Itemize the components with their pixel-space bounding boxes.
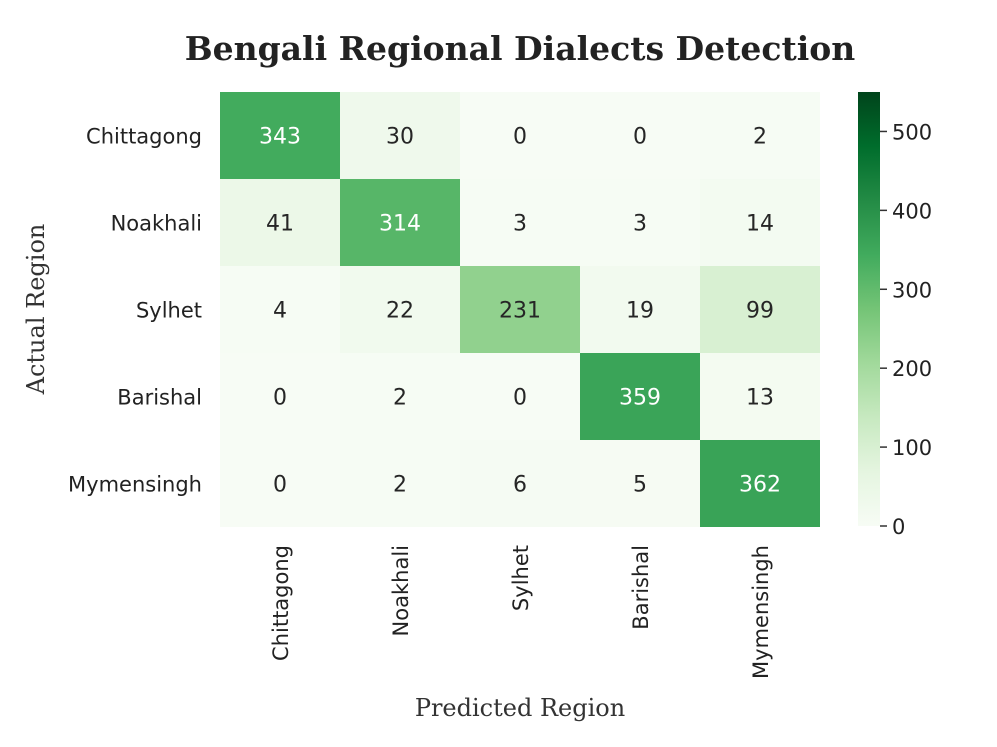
cell-value-label: 5 (633, 473, 647, 498)
cell-value-label: 3 (633, 212, 647, 237)
cell-value-label: 314 (379, 212, 421, 237)
cell-value-label: 19 (626, 299, 654, 324)
y-tick-labels: Chittagong Noakhali Sylhet Barishal Mymensin… (68, 125, 202, 497)
heatmap-cell (340, 92, 460, 179)
heatmap-cell (220, 92, 340, 179)
y-tick-label: Barishal (117, 386, 202, 410)
heatmap-cell (220, 353, 340, 440)
colorbar-tick-label: 300 (892, 278, 932, 302)
heatmap-cell (460, 266, 580, 353)
heatmap-cell (220, 266, 340, 353)
heatmap-cell (460, 353, 580, 440)
x-tick-label: Chittagong (269, 545, 293, 661)
x-tick-label: Barishal (629, 545, 653, 630)
heatmap-cell (220, 440, 340, 527)
heatmap-cell (460, 440, 580, 527)
heatmap-cell (220, 179, 340, 266)
cell-value-label: 359 (619, 386, 661, 411)
heatmap-cell (700, 179, 820, 266)
heatmap-cell (340, 353, 460, 440)
colorbar-ticks: 0 100 200 300 400 500 (880, 120, 932, 539)
heatmap-cell (700, 266, 820, 353)
cell-value-label: 0 (273, 473, 287, 498)
colorbar-tick-label: 0 (892, 515, 905, 539)
x-tick-label: Noakhali (389, 545, 413, 636)
x-axis-label: Predicted Region (415, 694, 625, 722)
y-tick-label: Chittagong (86, 125, 202, 149)
cell-value-label: 3 (513, 212, 527, 237)
heatmap-cell (340, 179, 460, 266)
colorbar (858, 92, 880, 526)
y-tick-label: Sylhet (136, 299, 202, 323)
cell-value-label: 0 (273, 386, 287, 411)
x-tick-labels: Chittagong Noakhali Sylhet Barishal Mymensin… (269, 545, 773, 679)
cell-value-label: 2 (393, 386, 407, 411)
cell-value-label: 0 (513, 386, 527, 411)
heatmap-cell (700, 353, 820, 440)
heatmap-cells: 343 30 0 0 241 314 3 3 144 22 231 19 990 2 0 359 130 2 6 5 3… (220, 92, 820, 527)
cell-value-label: 343 (259, 125, 301, 150)
y-tick-label: Noakhali (111, 212, 202, 236)
cell-value-label: 14 (746, 212, 774, 237)
cell-value-label: 0 (633, 125, 647, 150)
heatmap-cell (580, 353, 700, 440)
colorbar-tick-label: 400 (892, 199, 932, 223)
heatmap-cell (700, 92, 820, 179)
cell-value-label: 6 (513, 473, 527, 498)
heatmap-cell (700, 440, 820, 527)
colorbar-tick-label: 500 (892, 120, 932, 144)
heatmap-cell (580, 440, 700, 527)
cell-value-label: 22 (386, 299, 414, 324)
heatmap-cell (340, 440, 460, 527)
cell-value-label: 2 (393, 473, 407, 498)
cell-value-label: 99 (746, 299, 774, 324)
heatmap-cell (580, 266, 700, 353)
colorbar-tick-label: 100 (892, 436, 932, 460)
y-tick-label: Mymensingh (68, 473, 202, 497)
cell-value-label: 362 (739, 473, 781, 498)
cell-value-label: 4 (273, 299, 287, 324)
heatmap-cell (460, 92, 580, 179)
heatmap-cell (580, 92, 700, 179)
cell-value-label: 0 (513, 125, 527, 150)
cell-value-label: 231 (499, 299, 541, 324)
x-tick-label: Mymensingh (749, 545, 773, 679)
cell-value-label: 41 (266, 212, 294, 237)
cell-value-label: 30 (386, 125, 414, 150)
chart-title: Bengali Regional Dialects Detection (185, 29, 856, 68)
x-tick-label: Sylhet (509, 545, 533, 611)
heatmap-cell (340, 266, 460, 353)
cell-value-label: 2 (753, 125, 767, 150)
cell-value-label: 13 (746, 386, 774, 411)
colorbar-tick-label: 200 (892, 357, 932, 381)
heatmap-cell (580, 179, 700, 266)
heatmap-cell (460, 179, 580, 266)
y-axis-label: Actual Region (22, 224, 50, 396)
